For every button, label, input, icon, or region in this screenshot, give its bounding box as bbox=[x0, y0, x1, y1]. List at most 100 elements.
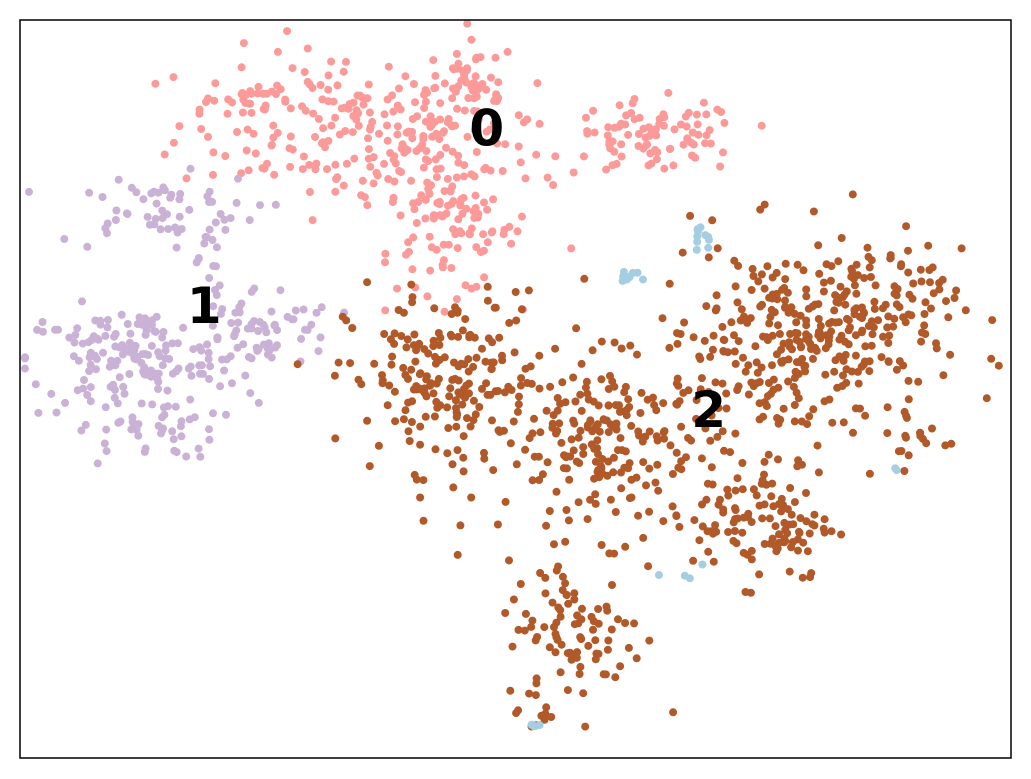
scatter-point bbox=[451, 121, 459, 130]
scatter-point bbox=[253, 89, 262, 98]
scatter-point bbox=[333, 81, 342, 90]
scatter-point bbox=[472, 55, 480, 64]
scatter-point bbox=[533, 79, 542, 88]
scatter-point bbox=[70, 338, 79, 347]
scatter-point bbox=[396, 211, 405, 220]
scatter-point bbox=[752, 491, 761, 500]
scatter-point bbox=[209, 409, 217, 418]
scatter-point bbox=[517, 305, 526, 314]
scatter-point bbox=[395, 84, 403, 93]
scatter-point bbox=[616, 434, 625, 443]
scatter-point bbox=[763, 392, 772, 401]
scatter-point bbox=[331, 113, 340, 122]
scatter-point bbox=[444, 424, 453, 432]
scatter-point bbox=[487, 358, 496, 367]
scatter-point bbox=[841, 350, 850, 359]
scatter-point bbox=[431, 71, 440, 80]
scatter-point bbox=[265, 346, 274, 354]
scatter-point bbox=[839, 356, 848, 365]
scatter-point bbox=[635, 113, 644, 122]
scatter-point bbox=[618, 276, 627, 285]
scatter-point bbox=[597, 541, 606, 549]
scatter-point bbox=[679, 140, 688, 149]
scatter-point bbox=[160, 410, 169, 419]
scatter-point bbox=[483, 238, 492, 247]
scatter-point bbox=[316, 81, 325, 89]
scatter-point bbox=[841, 300, 850, 309]
scatter-point bbox=[802, 517, 811, 526]
scatter-point bbox=[577, 406, 586, 415]
scatter-point bbox=[651, 478, 660, 487]
scatter-point bbox=[704, 547, 713, 556]
scatter-point bbox=[419, 516, 428, 525]
scatter-point bbox=[512, 460, 521, 469]
scatter-point bbox=[254, 82, 263, 91]
scatter-point bbox=[587, 440, 596, 449]
scatter-point bbox=[151, 79, 160, 88]
scatter-point bbox=[461, 315, 470, 324]
scatter-point bbox=[680, 571, 689, 580]
scatter-point bbox=[719, 148, 727, 157]
scatter-point bbox=[900, 467, 909, 475]
scatter-point bbox=[142, 326, 151, 335]
scatter-point bbox=[577, 635, 586, 643]
scatter-point bbox=[895, 357, 904, 366]
scatter-point bbox=[409, 80, 418, 88]
scatter-point bbox=[562, 590, 571, 599]
scatter-point bbox=[604, 401, 613, 410]
scatter-point bbox=[348, 128, 357, 137]
scatter-point bbox=[712, 304, 721, 313]
scatter-point bbox=[677, 120, 685, 129]
scatter-point bbox=[411, 98, 419, 107]
scatter-point bbox=[760, 457, 769, 466]
scatter-point bbox=[319, 124, 328, 133]
scatter-point bbox=[175, 122, 184, 131]
scatter-point bbox=[521, 445, 530, 454]
scatter-point bbox=[730, 256, 739, 265]
scatter-point bbox=[758, 514, 767, 523]
scatter-point bbox=[111, 361, 120, 370]
scatter-point bbox=[676, 330, 685, 338]
scatter-point bbox=[886, 253, 895, 262]
scatter-point bbox=[755, 399, 764, 408]
scatter-point bbox=[555, 419, 564, 428]
scatter-point bbox=[645, 427, 654, 436]
scatter-point bbox=[846, 323, 854, 332]
scatter-point bbox=[557, 438, 566, 447]
scatter-point bbox=[610, 123, 619, 132]
scatter-point bbox=[719, 347, 728, 355]
scatter-point bbox=[210, 96, 219, 105]
scatter-point bbox=[697, 454, 706, 463]
scatter-point bbox=[196, 452, 205, 461]
scatter-point bbox=[527, 622, 536, 631]
scatter-point bbox=[473, 213, 482, 222]
scatter-point bbox=[762, 480, 771, 489]
scatter-point bbox=[865, 469, 874, 478]
scatter-point bbox=[744, 361, 753, 370]
scatter-point bbox=[480, 198, 488, 207]
scatter-point bbox=[335, 130, 344, 139]
scatter-point bbox=[621, 542, 630, 551]
scatter-point bbox=[38, 327, 47, 336]
scatter-point bbox=[807, 569, 816, 578]
scatter-point bbox=[501, 140, 510, 149]
scatter-point bbox=[65, 333, 74, 342]
scatter-point bbox=[851, 331, 860, 340]
scatter-point bbox=[440, 127, 448, 136]
scatter-point bbox=[798, 354, 807, 363]
scatter-point bbox=[364, 145, 373, 154]
scatter-point bbox=[472, 92, 481, 101]
scatter-point bbox=[368, 117, 377, 126]
scatter-point bbox=[349, 112, 358, 120]
scatter-point bbox=[514, 400, 523, 409]
scatter-point bbox=[834, 318, 843, 327]
scatter-point bbox=[454, 151, 463, 160]
scatter-point bbox=[447, 332, 456, 341]
scatter-point bbox=[109, 380, 118, 389]
scatter-point bbox=[480, 448, 488, 457]
scatter-point bbox=[541, 589, 550, 598]
scatter-point bbox=[748, 264, 757, 273]
scatter-point bbox=[552, 429, 560, 438]
scatter-point bbox=[572, 653, 581, 662]
scatter-point bbox=[768, 361, 776, 370]
